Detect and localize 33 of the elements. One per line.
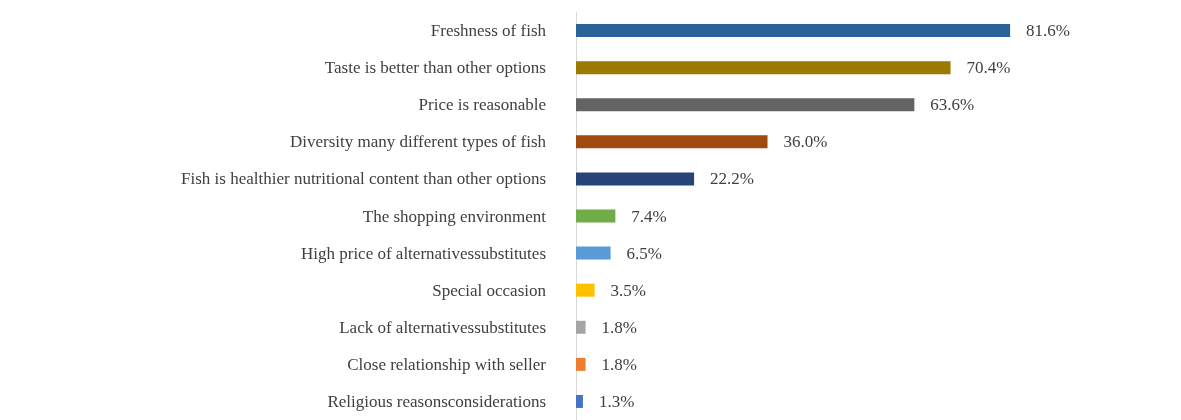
y-tick-label: The shopping environment — [362, 206, 547, 226]
bar — [576, 394, 583, 408]
y-tick-label: Price is reasonable — [418, 95, 546, 115]
bar — [576, 209, 616, 223]
data-label: 22.2% — [710, 169, 755, 189]
data-label: 63.6% — [930, 95, 975, 115]
y-tick-label: Religious reasonsconsiderations — [327, 391, 546, 411]
data-label: 1.8% — [601, 317, 637, 337]
bar — [576, 246, 611, 260]
bar — [576, 283, 595, 297]
bar — [576, 61, 951, 75]
y-tick-label: Diversity many different types of fish — [289, 132, 547, 152]
bar — [576, 24, 1011, 38]
y-tick-label: Freshness of fish — [430, 21, 547, 41]
y-tick-label: Lack of alternativessubstitutes — [339, 317, 546, 337]
data-label: 7.4% — [631, 206, 667, 226]
y-tick-label: Close relationship with seller — [347, 354, 547, 374]
data-label: 81.6% — [1026, 21, 1071, 41]
data-label: 70.4% — [966, 58, 1011, 78]
y-tick-label: High price of alternativessubstitutes — [300, 243, 546, 263]
data-label: 6.5% — [626, 243, 662, 263]
bar — [576, 98, 915, 112]
bar — [576, 320, 586, 334]
data-label: 36.0% — [783, 132, 828, 152]
data-label: 1.8% — [601, 354, 637, 374]
y-tick-label: Taste is better than other options — [324, 58, 546, 78]
bar — [576, 357, 586, 371]
y-tick-label: Special occasion — [432, 280, 547, 300]
data-label: 1.3% — [598, 391, 635, 411]
data-label: 3.5% — [610, 280, 647, 300]
y-tick-label: Fish is healthier nutritional content than other options — [181, 169, 546, 189]
bar — [576, 135, 768, 149]
bar — [576, 172, 695, 186]
